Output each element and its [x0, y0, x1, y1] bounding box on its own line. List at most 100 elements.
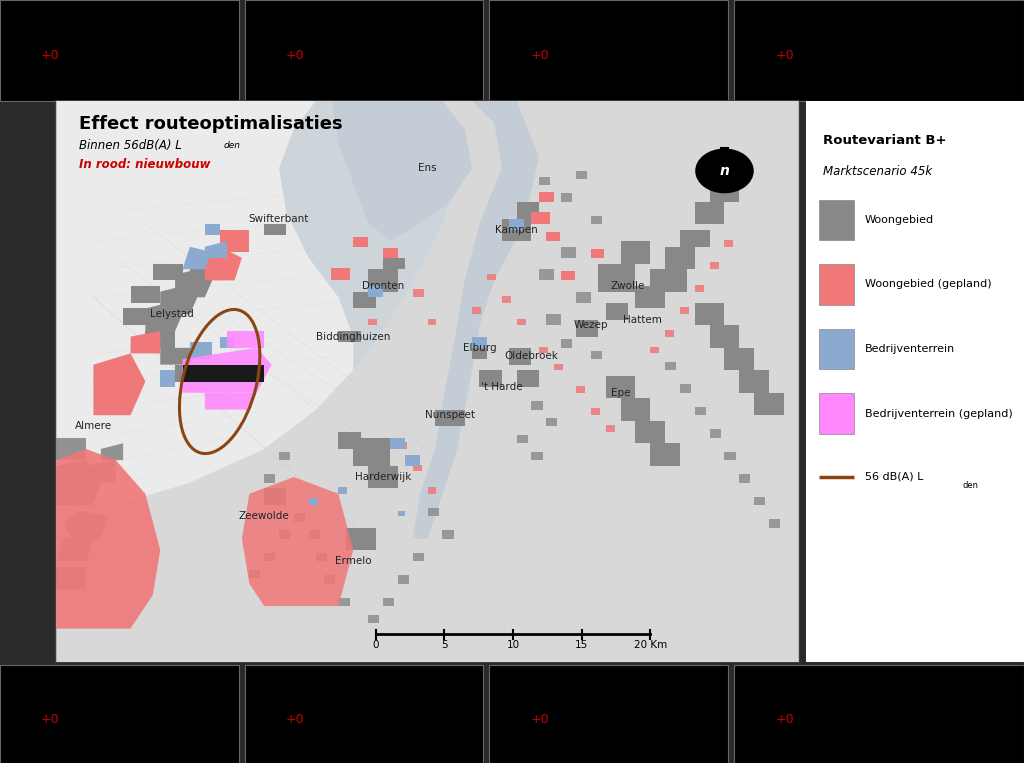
Bar [383, 597, 394, 606]
Polygon shape [264, 488, 287, 505]
Polygon shape [56, 438, 86, 460]
Text: n: n [720, 164, 729, 178]
Polygon shape [650, 269, 687, 291]
Bar [489, 0, 728, 101]
Bar [413, 289, 424, 298]
Polygon shape [56, 101, 799, 662]
Bar [309, 530, 319, 539]
Polygon shape [279, 101, 450, 370]
Bar [694, 407, 706, 415]
Polygon shape [205, 224, 219, 236]
Text: Marktscenario 45k: Marktscenario 45k [823, 166, 933, 179]
Text: Dronten: Dronten [361, 281, 404, 291]
Polygon shape [635, 286, 666, 308]
Polygon shape [160, 348, 198, 365]
Polygon shape [182, 246, 212, 269]
Text: Biddinghuizen: Biddinghuizen [316, 332, 390, 342]
Bar [575, 171, 587, 179]
Polygon shape [502, 219, 531, 241]
Text: +0: +0 [286, 49, 304, 62]
Text: Woongebied: Woongebied [865, 214, 934, 225]
Polygon shape [680, 230, 710, 246]
Bar [806, 101, 1024, 662]
Text: Zeewolde: Zeewolde [239, 511, 290, 521]
Text: Wezep: Wezep [573, 320, 608, 330]
Text: +0: +0 [41, 713, 59, 726]
Polygon shape [56, 539, 93, 562]
Text: Lelystad: Lelystad [150, 309, 194, 319]
Text: Bedrijventerrein: Bedrijventerrein [865, 344, 955, 354]
Bar [769, 519, 780, 527]
Polygon shape [131, 286, 160, 303]
Polygon shape [435, 410, 465, 427]
Text: 10: 10 [506, 640, 519, 650]
Bar [353, 237, 369, 246]
Polygon shape [472, 336, 487, 348]
Polygon shape [56, 101, 442, 505]
Polygon shape [353, 438, 390, 465]
Polygon shape [56, 460, 100, 505]
Text: +0: +0 [286, 713, 304, 726]
Bar [694, 285, 703, 291]
Text: 't Harde: 't Harde [481, 382, 522, 392]
Text: Bedrijventerrein (gepland): Bedrijventerrein (gepland) [865, 408, 1013, 419]
Polygon shape [517, 201, 539, 219]
Bar [264, 552, 275, 562]
Bar [734, 0, 1024, 101]
Bar [245, 0, 483, 101]
Bar [442, 530, 454, 539]
Polygon shape [56, 449, 160, 629]
Text: +0: +0 [775, 49, 794, 62]
Polygon shape [606, 376, 635, 398]
Polygon shape [710, 179, 739, 201]
Polygon shape [205, 246, 242, 281]
Polygon shape [517, 370, 539, 387]
Text: +0: +0 [530, 713, 549, 726]
Bar [819, 393, 854, 433]
Polygon shape [56, 567, 86, 589]
Bar [316, 552, 328, 562]
Bar [561, 246, 575, 258]
Polygon shape [205, 393, 257, 410]
Bar [413, 465, 422, 472]
Bar [309, 498, 317, 505]
Bar [517, 435, 527, 443]
Bar [502, 296, 511, 303]
Polygon shape [242, 477, 353, 606]
Text: Swifterbant: Swifterbant [249, 214, 309, 224]
Text: 15: 15 [574, 640, 588, 650]
Bar [397, 575, 409, 584]
Bar [338, 487, 347, 494]
Bar [561, 340, 572, 348]
Text: Nunspeet: Nunspeet [425, 410, 475, 420]
Text: Zwolle: Zwolle [610, 281, 645, 291]
Polygon shape [131, 331, 160, 353]
Text: +0: +0 [775, 713, 794, 726]
Polygon shape [413, 101, 539, 539]
Polygon shape [219, 336, 234, 348]
Polygon shape [227, 331, 264, 348]
Text: den: den [963, 481, 979, 490]
Bar [680, 307, 689, 314]
Polygon shape [331, 101, 472, 241]
Circle shape [696, 150, 753, 192]
Bar [489, 665, 728, 763]
Bar [554, 363, 562, 370]
Bar [591, 351, 602, 359]
Text: 20 Km: 20 Km [634, 640, 667, 650]
Bar [561, 272, 574, 281]
Bar [606, 425, 614, 432]
Bar [591, 408, 600, 415]
Text: Ermelo: Ermelo [335, 556, 372, 566]
Text: Hattem: Hattem [624, 314, 663, 325]
Bar [413, 552, 424, 562]
Text: +0: +0 [41, 49, 59, 62]
Text: Elburg: Elburg [463, 343, 497, 353]
Bar [547, 314, 561, 325]
Text: In rood: nieuwbouw: In rood: nieuwbouw [79, 158, 210, 171]
Polygon shape [338, 432, 360, 449]
Text: Harderwijk: Harderwijk [354, 472, 412, 482]
Bar [264, 474, 275, 482]
Bar [725, 452, 735, 460]
Polygon shape [725, 348, 754, 370]
